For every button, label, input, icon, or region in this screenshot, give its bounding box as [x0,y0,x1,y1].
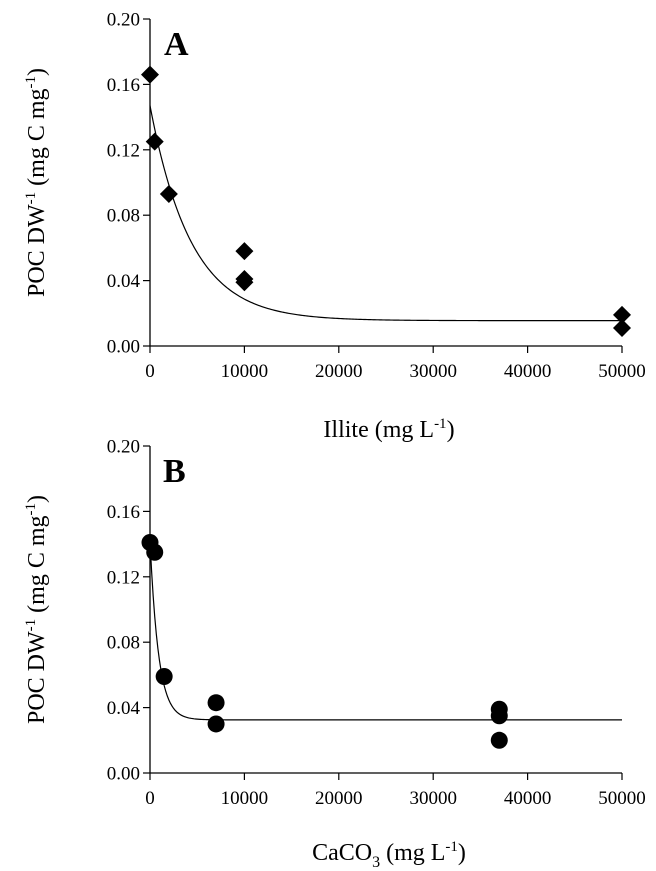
fit-curve [149,540,622,721]
y-axis-label: POC DW-1 (mg C mg-1) [23,495,50,724]
data-point-diamond [235,242,254,261]
x-tick-label: 20000 [315,361,363,382]
y-tick-label: 0.04 [107,271,141,292]
y-tick-label: 0.08 [107,206,140,227]
y-tick-label: 0.00 [107,764,140,785]
y-tick-label: 0.20 [107,437,140,458]
data-point-circle [146,543,164,561]
data-point-circle [490,731,508,749]
fit-curve [149,105,622,322]
y-tick-label: 0.12 [107,567,140,588]
data-point-circle [207,715,225,733]
x-tick-label: 0 [145,788,155,809]
x-tick-label: 10000 [221,788,269,809]
data-point-diamond [145,132,164,151]
x-tick-label: 40000 [504,788,552,809]
y-tick-label: 0.20 [107,10,140,31]
data-point-circle [155,668,173,686]
y-tick-label: 0.16 [107,502,140,523]
x-tick-label: 30000 [409,788,457,809]
data-point-diamond [141,65,159,84]
data-point-circle [490,707,508,725]
y-tick-label: 0.16 [107,75,140,96]
data-point-diamond [159,184,178,203]
x-tick-label: 40000 [504,361,552,382]
x-axis-label: CaCO3 (mg L-1) [312,839,466,871]
panel-b: 0.00 0.04 0.08 0.12 0.16 0.20 0 10000 20000 30000… [23,437,646,871]
x-tick-label: 10000 [221,361,269,382]
x-tick-label: 20000 [315,788,363,809]
y-axis-label: POC DW-1 (mg C mg-1) [23,68,50,297]
x-tick-label: 0 [145,361,155,382]
x-tick-label: 50000 [598,361,646,382]
x-tick-label: 30000 [409,361,457,382]
panel-label: A [164,26,189,63]
panel-label: B [163,453,186,490]
data-point-diamond [235,273,254,292]
data-point-circle [207,694,225,712]
y-tick-label: 0.04 [107,698,141,719]
data-point-diamond [613,319,631,338]
y-tick-label: 0.00 [107,337,140,358]
x-tick-label: 50000 [598,788,646,809]
data-point-diamond [613,305,631,324]
x-axis-label: Illite (mg L-1) [323,416,454,443]
panel-a: 0.00 0.04 0.08 0.12 0.16 0.20 0 10000 20000 30000… [23,10,646,444]
y-tick-label: 0.08 [107,633,140,654]
y-tick-label: 0.12 [107,140,140,161]
